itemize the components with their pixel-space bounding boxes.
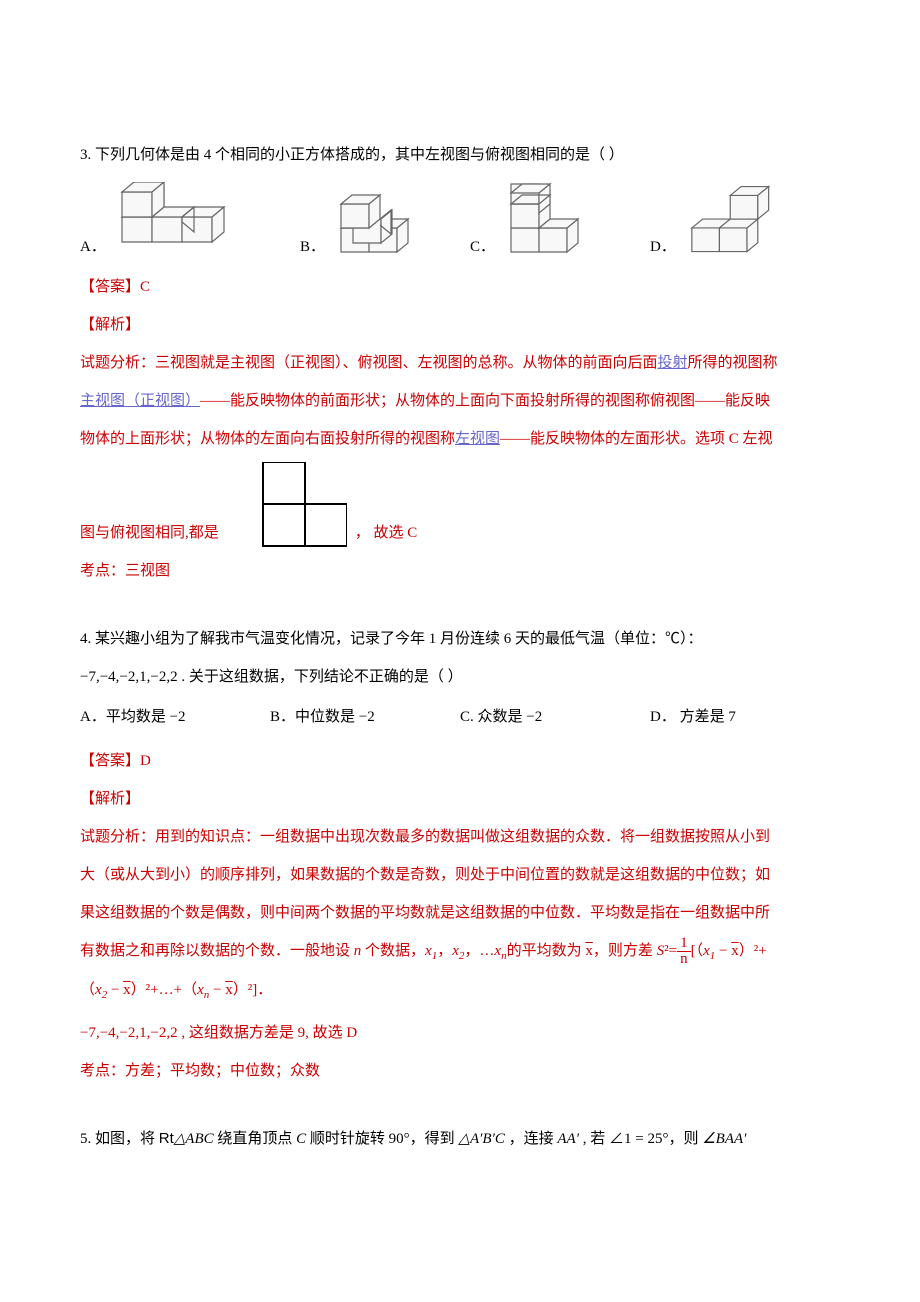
q3-options: A． B． — [80, 182, 840, 262]
q3-ap4a: 图与俯视图相同,都是 — [80, 518, 219, 548]
q4-answer: 【答案】D — [80, 746, 840, 776]
q4-ap5c: ）²+…+（ — [131, 982, 197, 998]
q3-analysis-line2: 主视图（正视图）——能反映物体的前面形状；从物体的上面向下面投射所得的视图称俯视… — [80, 386, 840, 416]
q4-x2: x — [452, 943, 459, 959]
q4-s2: S — [657, 943, 665, 959]
q5-baa: ∠BAA′ — [702, 1131, 746, 1147]
q3-link-zhushitu: 主视图（正视图） — [80, 393, 200, 409]
q4-opt-c: C. 众数是 −2 — [460, 702, 650, 732]
q4-analysis-line1: 试题分析：用到的知识点：一组数据中出现次数最多的数据叫做这组数据的众数．将一组数… — [80, 822, 840, 852]
q4-topic: 考点：方差；平均数；中位数；众数 — [80, 1056, 840, 1086]
q4-frac-1n: 1n — [677, 936, 691, 967]
q3-ap3a: 物体的上面形状；从物体的左面向右面投射所得的视图称 — [80, 431, 455, 447]
q4-opt-a: A．平均数是 −2 — [80, 702, 270, 732]
q3-analysis-line3: 物体的上面形状；从物体的左面向右面投射所得的视图称左视图——能反映物体的左面形状… — [80, 424, 840, 454]
q3-answer: 【答案】C — [80, 272, 840, 302]
q4-ap5a: （ — [80, 982, 95, 998]
q5-tri2: △A′B′C — [458, 1131, 504, 1147]
q4-x2b: x — [95, 982, 102, 998]
q5-c: C — [296, 1131, 306, 1147]
q3-analysis-label: 【解析】 — [80, 310, 840, 340]
l-shape-view — [227, 462, 347, 548]
q4-sub2: 2 — [459, 950, 465, 962]
q3-opt-a-label: A． — [80, 232, 106, 262]
q4-opt-b: B．中位数是 −2 — [270, 702, 460, 732]
q4-x1b: x — [703, 943, 710, 959]
q4-ap5e: ）²]． — [233, 982, 273, 998]
q4-options: A．平均数是 −2 B．中位数是 −2 C. 众数是 −2 D． 方差是 7 — [80, 702, 840, 732]
q3-opt-c-label: C． — [470, 232, 495, 262]
q4-ap4f: − — [715, 943, 731, 959]
q4-xnb: x — [197, 982, 204, 998]
q4-ap4e: [（ — [691, 943, 704, 959]
q5-rt: Rt — [159, 1130, 174, 1147]
q4-ap4c: 的平均数为 — [507, 943, 586, 959]
q4-ap5d: − — [209, 982, 225, 998]
q4-xbar4: x — [225, 982, 233, 998]
q4-sub1: 1 — [432, 950, 438, 962]
q3-link-toushe: 投射 — [658, 355, 688, 371]
q4-analysis-line5: （x2 − x）²+…+（xn − x）²]． — [80, 975, 840, 1006]
q3-ap2a: ——能反映物体的前面形状；从物体的上面向下面投射所得的视图称俯视图——能反映 — [200, 393, 770, 409]
q5-te: ，连接 — [505, 1131, 558, 1147]
q4-ap4b: 个数据， — [361, 943, 425, 959]
q3-ap1a: 试题分析：三视图就是主视图（正视图）、俯视图、左视图的总称。从物体的前面向后面 — [80, 355, 658, 371]
q5-tf: , 若 — [579, 1131, 609, 1147]
q4-ap4a: 有数据之和再除以数据的个数．一般地设 — [80, 943, 354, 959]
q4-xbar1: x — [585, 943, 593, 959]
q5-text: 5. 如图，将 Rt△ABC 绕直角顶点 C 顺时针旋转 90°，得到 △A′B… — [80, 1124, 840, 1154]
q5-td: 顺时针旋转 90°，得到 — [306, 1131, 458, 1147]
q5-tri: △ABC — [174, 1131, 214, 1147]
q3-text: 3. 下列几何体是由 4 个相同的小正方体搭成的，其中左视图与俯视图相同的是（ … — [80, 140, 840, 170]
cube-figure-d — [682, 182, 800, 262]
q3-analysis-line1: 试题分析：三视图就是主视图（正视图）、俯视图、左视图的总称。从物体的前面向后面投… — [80, 348, 840, 378]
cube-figure-b — [331, 182, 451, 262]
cube-figure-a — [112, 182, 252, 262]
q4-analysis-line3: 果这组数据的个数是偶数，则中间两个数据的平均数就是这组数据的中位数．平均数是指在… — [80, 898, 840, 928]
q4-text2: −7,−4,−2,1,−2,2 . 关于这组数据，下列结论不正确的是（ ） — [80, 662, 840, 692]
q5-tg: ，则 — [668, 1131, 702, 1147]
q5-ta: 5. 如图，将 — [80, 1131, 159, 1147]
q3-ap4b: ， 故选 C — [355, 518, 418, 548]
q4-analysis-label: 【解析】 — [80, 784, 840, 814]
q3-ap3b: ——能反映物体的左面形状。选项 C 左视 — [500, 431, 773, 447]
q4-ap5b: − — [107, 982, 123, 998]
q4-xbar3: x — [123, 982, 131, 998]
q4-analysis-line6: −7,−4,−2,1,−2,2 , 这组数据方差是 9, 故选 D — [80, 1018, 840, 1048]
q5-ang: ∠1 = 25° — [609, 1131, 668, 1147]
q3-analysis-line4: 图与俯视图相同,都是 ， 故选 C — [80, 462, 840, 548]
q3-opt-b-label: B． — [300, 232, 325, 262]
q5-aa: AA′ — [557, 1131, 579, 1147]
cube-figure-c — [501, 182, 611, 262]
q4-ap4d: ，则方差 — [593, 943, 657, 959]
q3-ap1b: 所得的视图称 — [688, 355, 778, 371]
q5-tb: 绕直角顶点 — [214, 1131, 297, 1147]
q4-analysis-line2: 大（或从大到小）的顺序排列，如果数据的个数是奇数，则处于中间位置的数就是这组数据… — [80, 860, 840, 890]
q4-ap4g: ）²+ — [739, 943, 767, 959]
q3-link-zuoshitu: 左视图 — [455, 431, 500, 447]
q4-text1: 4. 某兴趣小组为了解我市气温变化情况，记录了今年 1 月份连续 6 天的最低气… — [80, 624, 840, 654]
q4-x1: x — [425, 943, 432, 959]
q4-xbar2: x — [731, 943, 739, 959]
q3-topic: 考点：三视图 — [80, 556, 840, 586]
q4-opt-d: D． 方差是 7 — [650, 702, 840, 732]
q3-opt-d-label: D． — [650, 232, 676, 262]
q4-analysis-line4: 有数据之和再除以数据的个数．一般地设 n 个数据，x1，x2，…xn的平均数为 … — [80, 936, 840, 967]
